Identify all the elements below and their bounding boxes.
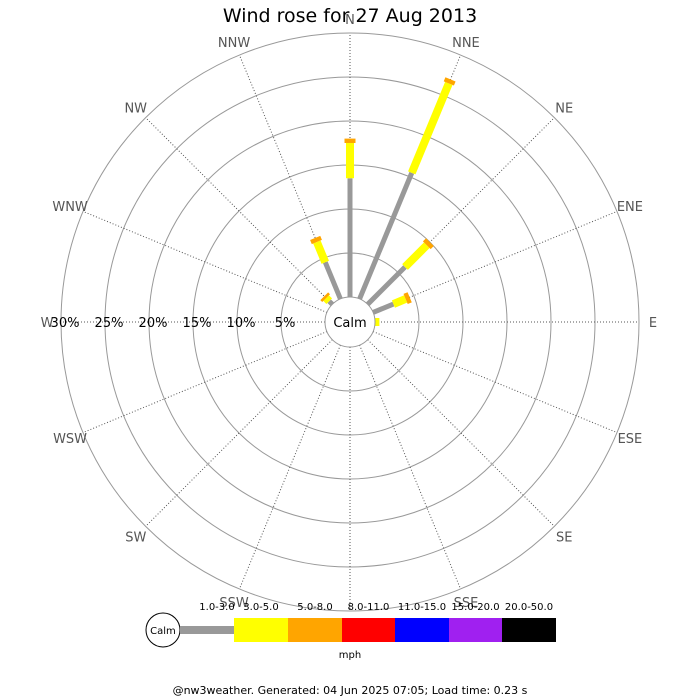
direction-label-w: W bbox=[41, 316, 54, 331]
legend-swatch-4 bbox=[342, 618, 395, 642]
spoke-sse bbox=[359, 344, 462, 590]
spoke-sw bbox=[145, 339, 333, 527]
direction-label-wnw: WNW bbox=[52, 200, 88, 215]
spoke-nw bbox=[145, 117, 333, 305]
legend-label-3: 5.0-8.0 bbox=[297, 602, 332, 613]
direction-label-wsw: WSW bbox=[53, 432, 87, 447]
direction-label-n: N bbox=[345, 13, 355, 28]
direction-label-nw: NW bbox=[124, 102, 147, 117]
direction-label-ene: ENE bbox=[617, 200, 643, 215]
radial-tick-1: 5% bbox=[275, 316, 296, 331]
grid-ring-6 bbox=[60, 32, 640, 612]
legend-calm-label: Calm bbox=[150, 626, 176, 637]
legend-label-4: 8.0-11.0 bbox=[348, 602, 390, 613]
footer-text: @nw3weather. Generated: 04 Jun 2025 07:0… bbox=[172, 684, 528, 697]
calm-center: Calm bbox=[324, 296, 376, 348]
legend-label-2: 3.0-5.0 bbox=[243, 602, 278, 613]
bar-nnw-3.0-5.0 bbox=[313, 240, 329, 264]
direction-bars bbox=[310, 77, 456, 326]
bar-nnw-1.0-3.0 bbox=[322, 261, 343, 300]
bar-nnw-5.0-8.0 bbox=[310, 235, 322, 245]
radial-tick-5: 25% bbox=[95, 316, 124, 331]
radial-tick-4: 20% bbox=[139, 316, 168, 331]
bar-nw-3.0-5.0 bbox=[323, 295, 333, 305]
legend-swatch-1 bbox=[180, 626, 234, 634]
direction-labels: NNNENEENEEESESESSESSSWSWWSWWWNWNWNNW bbox=[41, 13, 658, 634]
legend-label-1: 1.0-3.0 bbox=[199, 602, 234, 613]
bar-ene-3.0-5.0 bbox=[391, 295, 408, 308]
direction-label-nne: NNE bbox=[452, 36, 480, 51]
bar-ne-1.0-3.0 bbox=[365, 265, 407, 307]
direction-label-ssw: SSW bbox=[219, 596, 249, 611]
spoke-ne bbox=[367, 117, 555, 305]
legend-label-7: 20.0-50.0 bbox=[505, 602, 553, 613]
spoke-ssw bbox=[238, 344, 341, 590]
radial-tick-6: 30% bbox=[51, 316, 80, 331]
legend-swatch-7 bbox=[502, 618, 556, 642]
legend-unit-label: mph bbox=[339, 650, 361, 661]
direction-label-sw: SW bbox=[125, 530, 146, 545]
legend-swatch-3 bbox=[288, 618, 342, 642]
direction-label-nnw: NNW bbox=[218, 36, 250, 51]
bar-nne-5.0-8.0 bbox=[443, 77, 456, 86]
radial-tick-2: 10% bbox=[227, 316, 256, 331]
direction-label-ese: ESE bbox=[618, 432, 643, 447]
bar-nne-3.0-5.0 bbox=[408, 81, 453, 175]
direction-label-e: E bbox=[649, 316, 657, 331]
legend-swatch-2 bbox=[234, 618, 288, 642]
legend-swatch-5 bbox=[395, 618, 449, 642]
spoke-ese bbox=[372, 331, 618, 434]
calm-circle bbox=[324, 296, 376, 348]
legend-label-6: 15.0-20.0 bbox=[451, 602, 499, 613]
bar-ne-3.0-5.0 bbox=[402, 242, 430, 270]
radial-tick-3: 15% bbox=[183, 316, 212, 331]
bar-nw-1.0-3.0 bbox=[327, 299, 335, 307]
spoke-wnw bbox=[82, 210, 328, 313]
legend: Calm mph 1.0-3.0 3.0-5.0 5.0-8.0 8.0-11.0 11… bbox=[145, 602, 556, 661]
radial-tick-labels: 5% 10% 15% 20% 25% 30% bbox=[51, 316, 296, 331]
spoke-wsw bbox=[82, 331, 328, 434]
direction-label-ne: NE bbox=[555, 102, 573, 117]
grid-ring-4 bbox=[148, 120, 552, 524]
bar-nw-5.0-8.0 bbox=[320, 292, 330, 302]
direction-label-se: SE bbox=[556, 530, 572, 545]
spoke-nnw bbox=[238, 54, 341, 300]
chart-title: Wind rose for 27 Aug 2013 bbox=[222, 5, 478, 27]
legend-label-5: 11.0-15.0 bbox=[398, 602, 446, 613]
bar-ene-5.0-8.0 bbox=[403, 292, 412, 305]
spoke-ene bbox=[372, 210, 618, 313]
direction-label-sse: SSE bbox=[454, 596, 479, 611]
bar-ene-1.0-3.0 bbox=[372, 301, 395, 315]
legend-swatch-6 bbox=[449, 618, 502, 642]
bar-ne-5.0-8.0 bbox=[422, 238, 434, 250]
bar-nne-1.0-3.0 bbox=[357, 171, 415, 300]
calm-label: Calm bbox=[333, 316, 366, 331]
spoke-se bbox=[367, 339, 555, 527]
